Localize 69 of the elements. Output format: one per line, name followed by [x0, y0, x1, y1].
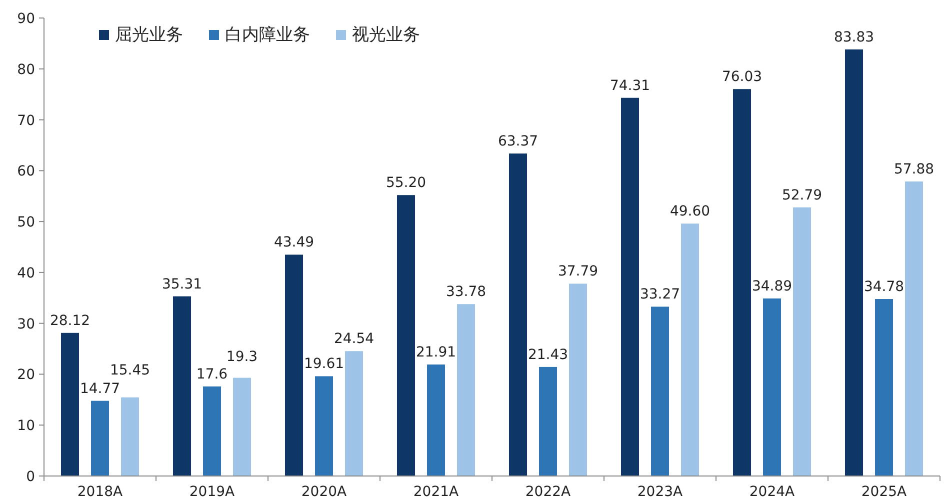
- legend-label: 白内障业务: [225, 25, 310, 45]
- bar: [457, 304, 475, 476]
- data-label: 37.79: [558, 264, 598, 280]
- bar: [345, 351, 363, 476]
- data-label: 19.3: [226, 348, 258, 365]
- bar: [173, 296, 191, 476]
- y-tick-label: 40: [17, 265, 35, 282]
- x-tick-label: 2024A: [749, 484, 796, 500]
- bar: [397, 195, 415, 476]
- bar: [905, 181, 923, 476]
- bar: [509, 154, 527, 476]
- data-label: 28.12: [50, 312, 90, 329]
- data-label: 19.61: [304, 356, 344, 372]
- data-label: 21.91: [416, 344, 456, 360]
- y-tick-label: 70: [17, 112, 35, 129]
- bar: [875, 299, 893, 476]
- y-tick-label: 0: [26, 469, 35, 485]
- x-tick-label: 2022A: [525, 484, 572, 500]
- x-tick-label: 2025A: [861, 484, 908, 500]
- data-label: 74.31: [610, 78, 650, 94]
- bar: [569, 284, 587, 476]
- data-label: 33.78: [446, 284, 486, 300]
- bar: [793, 207, 811, 476]
- bar: [315, 376, 333, 476]
- data-label: 34.89: [752, 278, 792, 294]
- data-label: 24.54: [334, 331, 374, 348]
- data-label: 83.83: [834, 29, 874, 46]
- x-tick-label: 2023A: [637, 484, 684, 500]
- bar: [121, 397, 139, 476]
- y-tick-label: 50: [17, 214, 35, 231]
- bar: [61, 332, 79, 476]
- data-label: 52.79: [782, 187, 822, 204]
- bar: [91, 400, 109, 476]
- x-tick-label: 2019A: [189, 484, 236, 500]
- y-tick-label: 90: [17, 11, 35, 27]
- y-tick-label: 30: [17, 316, 35, 332]
- data-label: 55.20: [386, 175, 426, 192]
- bar: [203, 386, 221, 476]
- x-tick-label: 2021A: [413, 484, 460, 500]
- data-label: 34.78: [864, 279, 904, 296]
- data-label: 35.31: [162, 276, 202, 292]
- data-label: 14.77: [80, 380, 120, 397]
- y-tick-label: 10: [17, 418, 35, 434]
- bar: [621, 98, 639, 476]
- data-label: 49.60: [670, 204, 710, 220]
- bar: [845, 49, 863, 476]
- bar: [427, 364, 445, 476]
- bar: [651, 306, 669, 476]
- data-label: 15.45: [110, 362, 150, 378]
- bar: [539, 366, 557, 476]
- legend-label: 屈光业务: [115, 25, 183, 45]
- data-label: 33.27: [640, 286, 680, 303]
- bar: [733, 89, 751, 476]
- data-label: 43.49: [274, 234, 314, 251]
- data-label: 21.43: [528, 346, 568, 363]
- bar: [233, 378, 251, 476]
- data-label: 17.6: [196, 366, 228, 382]
- y-tick-label: 20: [17, 367, 35, 384]
- y-tick-label: 80: [17, 62, 35, 78]
- x-tick-label: 2018A: [77, 484, 124, 500]
- y-tick-label: 60: [17, 164, 35, 180]
- bar: [763, 298, 781, 476]
- legend-label: 视光业务: [352, 25, 420, 45]
- data-label: 63.37: [498, 134, 538, 150]
- data-label: 76.03: [722, 69, 762, 86]
- x-tick-label: 2020A: [301, 484, 348, 500]
- bar: [285, 254, 303, 476]
- bar: [681, 224, 699, 476]
- data-label: 57.88: [894, 161, 934, 178]
